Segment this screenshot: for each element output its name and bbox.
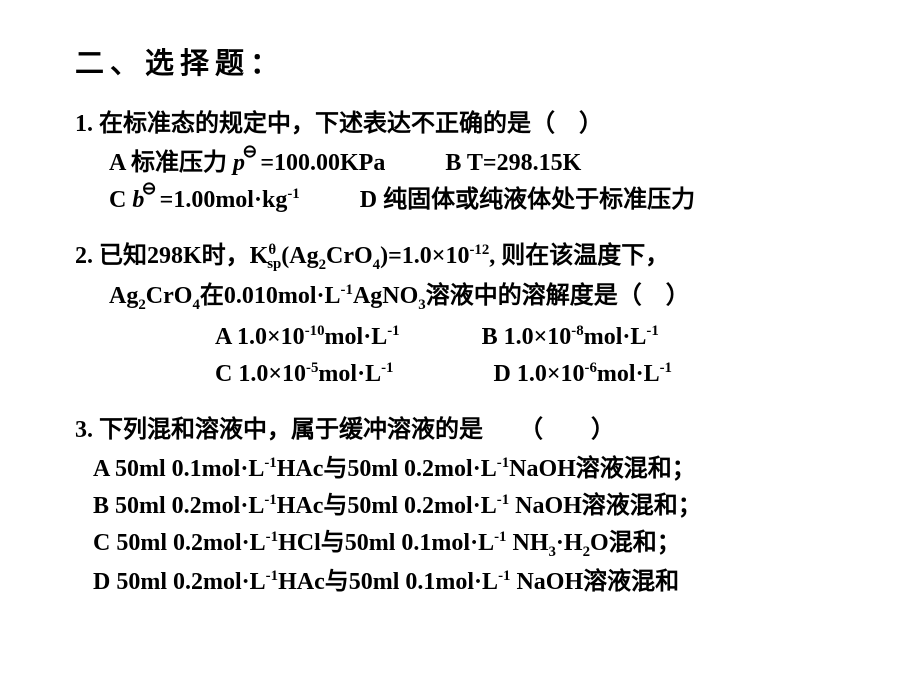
t: ·H (556, 530, 583, 556)
question-1: 1. 在标准态的规定中，下述表达不正确的是（ ） A 标准压力 p⊖ =100.… (75, 106, 860, 220)
t: 已知298K时，K (99, 243, 268, 269)
t: 溶液中的溶解度是（ ） (426, 283, 690, 309)
exp: -10 (305, 323, 325, 339)
exp: -8 (571, 323, 583, 339)
sub: 2 (319, 256, 326, 272)
t: A 50ml 0.1mol·L (93, 456, 264, 482)
q1-c-pre: C (109, 187, 132, 213)
exp: -12 (469, 242, 489, 258)
q1-b: B T=298.15K (445, 150, 581, 176)
t: )=1.0×10 (380, 243, 469, 269)
q1-a-post: =100.00KPa (254, 150, 385, 176)
theta-icon: ⊖ (242, 142, 256, 161)
t: NaOH溶液混和 (510, 569, 679, 595)
exp: -1 (264, 455, 276, 471)
t: , 则在该温度下， (489, 243, 669, 269)
t: O混和； (590, 530, 681, 556)
t: HCl与50ml 0.1mol·L (278, 530, 494, 556)
q2-line-ab: A 1.0×10-10mol·L-1 B 1.0×10-8mol·L-1 (75, 319, 860, 356)
u: mol·L (584, 324, 647, 350)
q3-stem: 3. 下列混和溶液中，属于缓冲溶液的是 （ ） (75, 412, 860, 449)
t: B 50ml 0.2mol·L (93, 493, 264, 519)
q2-line-cd: C 1.0×10-5mol·L-1 D 1.0×10-6mol·L-1 (75, 356, 860, 393)
q1-line-cd: C b⊖ =1.00mol·kg-1 D 纯固体或纯液体处于标准压力 (75, 182, 860, 219)
t: CrO (146, 283, 193, 309)
exp: -1 (498, 568, 510, 584)
exp: -5 (306, 360, 318, 376)
t: NaOH溶液混和； (509, 456, 696, 482)
t: AgNO (353, 283, 418, 309)
q3-c: C 50ml 0.2mol·L-1HCl与50ml 0.1mol·L-1 NH3… (75, 525, 860, 564)
u: mol·L (597, 361, 660, 387)
t: D 50ml 0.2mol·L (93, 569, 266, 595)
sp-sub: sp (267, 256, 281, 272)
exp: -6 (585, 360, 597, 376)
exp: -1 (646, 323, 658, 339)
exp: -1 (497, 492, 509, 508)
theta-icon: ⊖ (142, 179, 156, 198)
q3-num: 3. (75, 417, 93, 443)
q1-d: D 纯固体或纯液体处于标准压力 (360, 187, 695, 213)
q2-d: D 1.0×10 (494, 361, 585, 387)
exp: -1 (381, 360, 393, 376)
exp: -1 (660, 360, 672, 376)
t: Ag (109, 283, 138, 309)
sub: 4 (373, 256, 380, 272)
t: 在0.010mol·L (200, 283, 341, 309)
t: C 50ml 0.2mol·L (93, 530, 266, 556)
q3-text: 下列混和溶液中，属于缓冲溶液的是 （ ） (99, 417, 615, 443)
q1-num: 1. (75, 111, 93, 137)
question-2: 2. 已知298K时，Kθsp(Ag2CrO4)=1.0×10-12, 则在该温… (75, 238, 860, 394)
q3-a: A 50ml 0.1mol·L-1HAc与50ml 0.2mol·L-1NaOH… (75, 451, 860, 488)
q3-b: B 50ml 0.2mol·L-1HAc与50ml 0.2mol·L-1 NaO… (75, 488, 860, 525)
t: CrO (326, 243, 373, 269)
section-title: 二、选择题： (75, 40, 860, 82)
q1-line-ab: A 标准压力 p⊖ =100.00KPa B T=298.15K (75, 145, 860, 182)
t: NaOH溶液混和； (509, 493, 702, 519)
q1-c-post: =1.00mol·kg (154, 187, 288, 213)
exp: -1 (266, 568, 278, 584)
question-3: 3. 下列混和溶液中，属于缓冲溶液的是 （ ） A 50ml 0.1mol·L-… (75, 412, 860, 602)
sub: 3 (548, 544, 555, 560)
exp: -1 (341, 282, 353, 298)
q1-text: 在标准态的规定中，下述表达不正确的是（ ） (99, 111, 603, 137)
exp: -1 (494, 529, 506, 545)
q2-b: B 1.0×10 (482, 324, 572, 350)
q2-a: A 1.0×10 (215, 324, 305, 350)
sub: 2 (138, 297, 145, 313)
exp: -1 (497, 455, 509, 471)
exp: -1 (387, 323, 399, 339)
sub: 3 (418, 297, 425, 313)
exp: -1 (264, 492, 276, 508)
t: (Ag (281, 243, 318, 269)
sub: 2 (583, 544, 590, 560)
q3-d: D 50ml 0.2mol·L-1HAc与50ml 0.1mol·L-1 NaO… (75, 564, 860, 601)
t: HAc与50ml 0.1mol·L (278, 569, 498, 595)
q1-a-pre: A 标准压力 (109, 150, 233, 176)
t: HAc与50ml 0.2mol·L (277, 456, 497, 482)
t: HAc与50ml 0.2mol·L (277, 493, 497, 519)
sub: 4 (192, 297, 199, 313)
q2-num: 2. (75, 243, 93, 269)
q2-c: C 1.0×10 (215, 361, 306, 387)
t: NH (506, 530, 548, 556)
q2-stem-1: 2. 已知298K时，Kθsp(Ag2CrO4)=1.0×10-12, 则在该温… (75, 238, 860, 277)
u: mol·L (318, 361, 381, 387)
q2-stem-2: Ag2CrO4在0.010mol·L-1AgNO3溶液中的溶解度是（ ） (75, 278, 860, 317)
exp: -1 (266, 529, 278, 545)
q1-stem: 1. 在标准态的规定中，下述表达不正确的是（ ） (75, 106, 860, 143)
u: mol·L (325, 324, 388, 350)
exp: -1 (287, 186, 299, 202)
